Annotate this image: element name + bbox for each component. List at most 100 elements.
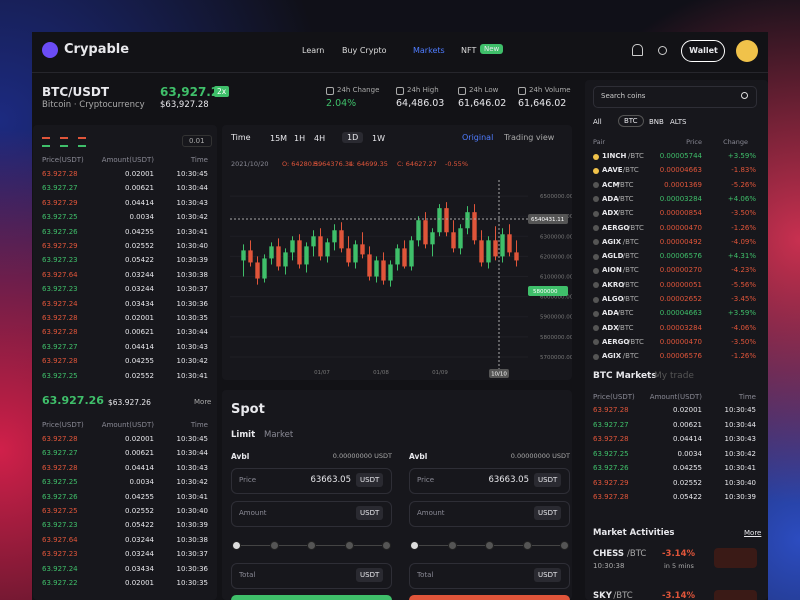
- favorite-icon[interactable]: [593, 296, 599, 303]
- spot-title: Spot: [231, 402, 265, 417]
- input-value: 63663.05: [310, 475, 351, 485]
- slider-dot[interactable]: [344, 541, 354, 550]
- coin-price: 0.0001369: [664, 180, 702, 189]
- spot-tab[interactable]: Limit: [231, 430, 256, 440]
- slider-dot[interactable]: [560, 541, 569, 550]
- favorite-icon[interactable]: [593, 310, 599, 317]
- market-tab[interactable]: My trade: [654, 371, 694, 381]
- favorite-icon[interactable]: [593, 325, 599, 332]
- spot-tab[interactable]: Market: [264, 430, 294, 440]
- submit-button[interactable]: [409, 595, 570, 600]
- filter-tab[interactable]: ALTS: [670, 118, 687, 126]
- nav-link[interactable]: Markets: [413, 46, 445, 55]
- submit-button[interactable]: [231, 595, 392, 600]
- wallet-button[interactable]: [681, 40, 725, 62]
- input-box[interactable]: [409, 563, 570, 589]
- coin-base: AGIX: [602, 352, 622, 361]
- slider-dot[interactable]: [447, 541, 457, 550]
- input-box[interactable]: [231, 468, 392, 494]
- market-tab[interactable]: BTC Markets: [593, 371, 657, 381]
- row-price: 63.927.24: [42, 299, 78, 308]
- slider-dot[interactable]: [522, 541, 532, 550]
- y-tick-label: 5800000.00: [540, 335, 572, 341]
- row-amount: 0.02552: [673, 478, 702, 487]
- coin-base: AERGO: [602, 337, 630, 346]
- row-amount: 0.03244: [125, 550, 154, 559]
- activities-more[interactable]: More: [744, 529, 762, 537]
- crosshair-date-box: [489, 369, 509, 378]
- slider-dot[interactable]: [485, 541, 494, 550]
- favorite-icon[interactable]: [593, 353, 599, 360]
- input-unit: USDT: [534, 506, 562, 520]
- nav-link[interactable]: Learn: [302, 46, 325, 55]
- interval[interactable]: 1W: [372, 134, 385, 143]
- candle-body: [283, 252, 288, 267]
- slider-dot[interactable]: [307, 541, 316, 550]
- candle-body: [458, 228, 463, 249]
- book-view-icon[interactable]: [78, 137, 86, 147]
- favorite-icon[interactable]: [593, 225, 599, 231]
- theme-icon[interactable]: [658, 46, 667, 55]
- input-box[interactable]: [231, 501, 392, 527]
- input-box[interactable]: [231, 563, 392, 589]
- view-tab[interactable]: Original: [462, 133, 494, 142]
- favorite-icon[interactable]: [593, 282, 599, 289]
- favorite-icon[interactable]: [593, 196, 599, 203]
- row-amount: 0.03244: [125, 285, 154, 294]
- nav-link[interactable]: Buy Crypto: [342, 46, 387, 55]
- ohlc-date: 2021/10/20: [231, 160, 269, 168]
- candle-body: [409, 240, 414, 267]
- nav-link[interactable]: NFT: [461, 46, 477, 55]
- interval[interactable]: 15M: [270, 134, 288, 143]
- slider-dot[interactable]: [410, 541, 419, 550]
- favorite-icon[interactable]: [593, 239, 599, 246]
- interval[interactable]: 1H: [294, 134, 306, 143]
- search-box[interactable]: [593, 86, 757, 108]
- filter-tab[interactable]: BTC: [618, 115, 644, 127]
- row-price: 63.927.27: [42, 342, 78, 351]
- row-amount: 0.03434: [125, 564, 154, 573]
- favorite-icon[interactable]: [593, 210, 599, 217]
- interval[interactable]: 1D: [342, 132, 364, 143]
- interval[interactable]: 4H: [314, 134, 326, 143]
- slider-dot[interactable]: [269, 541, 279, 550]
- column-header: Price(USDT): [42, 156, 84, 164]
- avatar[interactable]: [736, 40, 758, 62]
- coin-base: AGLD: [602, 252, 624, 261]
- view-tab[interactable]: Trading view: [504, 133, 555, 142]
- more-link[interactable]: More: [194, 398, 212, 406]
- avbl-label: Avbl: [231, 452, 250, 461]
- favorite-icon[interactable]: [593, 167, 599, 174]
- column-header: Amount(USDT): [101, 156, 154, 164]
- book-view-icon[interactable]: [60, 137, 68, 147]
- bell-icon[interactable]: [632, 44, 643, 56]
- crosshair-price: 6540431.11: [531, 217, 564, 223]
- favorite-icon[interactable]: [593, 267, 599, 274]
- activity-action[interactable]: [714, 590, 757, 600]
- input-label: Amount: [417, 509, 445, 517]
- coin-change: +4.31%: [727, 252, 756, 261]
- row-time: 10:30:45: [176, 435, 208, 443]
- coin-change: -3.50%: [731, 209, 756, 218]
- row-price: 63.927.28: [42, 463, 78, 472]
- row-time: 10:30:38: [176, 270, 208, 279]
- input-box[interactable]: [409, 468, 570, 494]
- row-amount: 0.00621: [125, 184, 154, 193]
- row-time: 10:30:38: [176, 535, 208, 544]
- candle-body: [262, 258, 267, 279]
- book-view-icon[interactable]: [42, 137, 50, 147]
- candle-body: [507, 234, 512, 253]
- activity-action[interactable]: [714, 548, 757, 568]
- row-price: 63.927.22: [42, 579, 78, 587]
- filter-tab[interactable]: BNB: [649, 118, 664, 126]
- coin-price: 0.00000270: [659, 266, 702, 275]
- favorite-icon[interactable]: [593, 182, 599, 189]
- favorite-icon[interactable]: [593, 153, 599, 160]
- favorite-icon[interactable]: [593, 253, 599, 260]
- input-label: Amount: [239, 509, 267, 517]
- filter-tab[interactable]: All: [593, 118, 602, 126]
- input-box[interactable]: [409, 501, 570, 527]
- favorite-icon[interactable]: [593, 339, 599, 346]
- slider-dot[interactable]: [232, 541, 241, 550]
- slider-dot[interactable]: [382, 541, 391, 550]
